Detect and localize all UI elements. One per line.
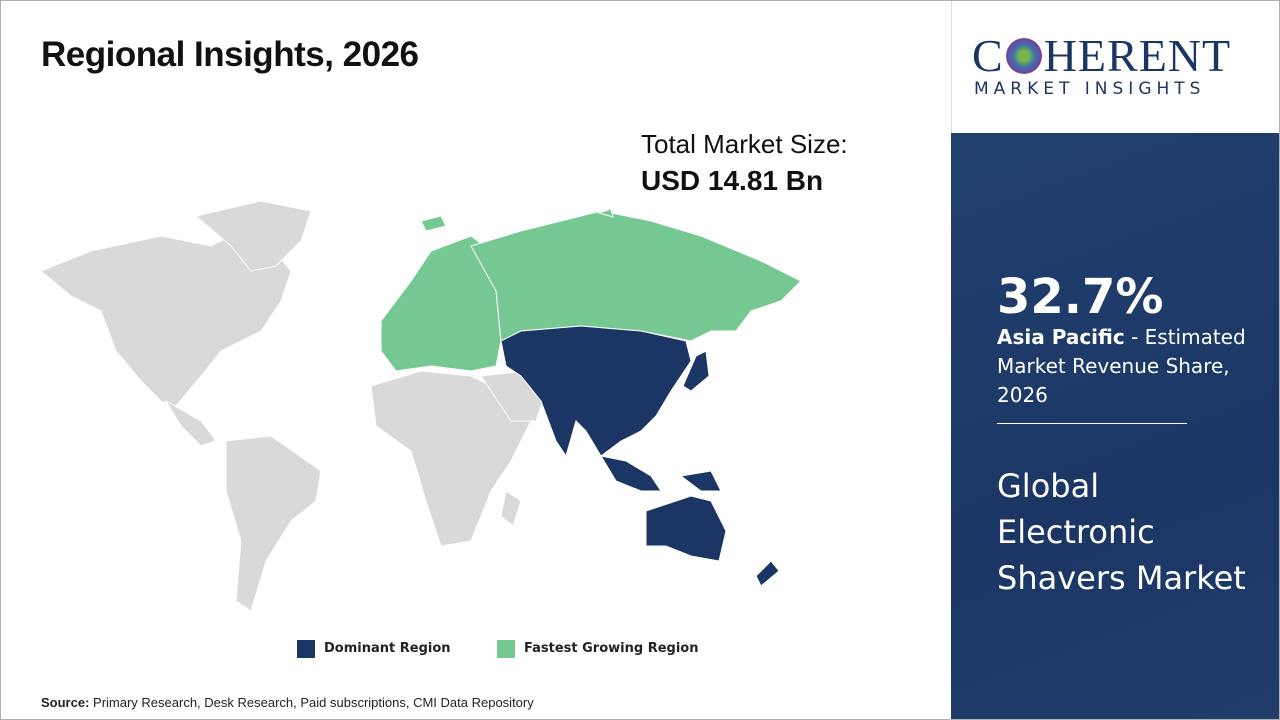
legend-swatch bbox=[497, 640, 515, 658]
source-label: Source: bbox=[41, 695, 90, 710]
world-map bbox=[40, 200, 802, 612]
logo-globe bbox=[1005, 38, 1042, 74]
logo-rest: HERENT bbox=[1043, 30, 1232, 81]
divider bbox=[997, 423, 1187, 424]
title: Regional Insights, 2026 bbox=[41, 35, 419, 74]
market-size-value: USD 14.81 Bn bbox=[641, 165, 824, 196]
market-name: Global Electronic Shavers Market bbox=[997, 467, 1246, 597]
market-size-label: Total Market Size: bbox=[641, 129, 848, 159]
logo-tagline: MARKET INSIGHTS bbox=[974, 79, 1206, 99]
legend-label: Fastest Growing Region bbox=[524, 641, 699, 656]
highlight-panel: 32.7% Asia Pacific - Estimated Market Re… bbox=[951, 133, 1279, 719]
logo-wordmark: C HERENT bbox=[972, 29, 1231, 82]
logo-letter: C bbox=[972, 30, 1004, 81]
logo: C HERENT MARKET INSIGHTS bbox=[951, 1, 1279, 133]
share-description: Asia Pacific - Estimated Market Revenue … bbox=[997, 323, 1247, 410]
source-text: Primary Research, Desk Research, Paid su… bbox=[93, 695, 534, 710]
legend-swatch bbox=[297, 640, 315, 658]
legend-label: Dominant Region bbox=[324, 641, 451, 656]
share-value: 32.7% bbox=[997, 269, 1164, 325]
region-name: Asia Pacific bbox=[997, 325, 1125, 349]
description-text: - Estimated Market Revenue Share, 2026 bbox=[997, 325, 1246, 407]
source: Source: Primary Research, Desk Research,… bbox=[41, 695, 534, 710]
